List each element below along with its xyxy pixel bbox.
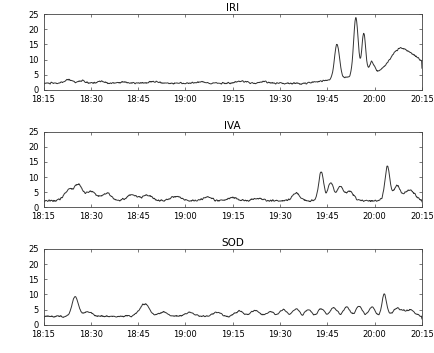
- Title: IRI: IRI: [226, 3, 239, 13]
- Title: IVA: IVA: [224, 121, 240, 131]
- Title: SOD: SOD: [221, 238, 243, 248]
